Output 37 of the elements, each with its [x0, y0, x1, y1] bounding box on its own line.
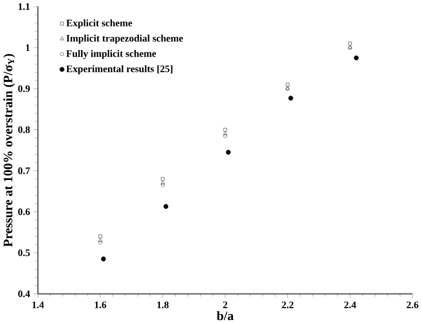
point — [98, 234, 102, 238]
point — [223, 131, 228, 135]
legend-label: Explicit scheme — [66, 19, 132, 28]
point — [226, 150, 231, 154]
point — [223, 134, 228, 138]
point — [160, 176, 165, 181]
x-tick-label: 1.4 — [32, 301, 44, 308]
x-axis-title: b/a — [216, 310, 234, 320]
y-tick-label: 0.9 — [18, 85, 30, 92]
y-tick-label: 1 — [26, 44, 30, 51]
x-tick-label: 2.6 — [406, 301, 418, 308]
y-tick-label: 0.7 — [18, 167, 30, 174]
point — [223, 128, 228, 132]
y-tick-label: 0.4 — [18, 290, 30, 297]
point — [98, 240, 102, 244]
point — [160, 180, 165, 184]
y-axis-title: Pressure at 100% overstrain (P/σ$_{Y}$) — [3, 54, 15, 247]
point — [348, 41, 352, 46]
x-tick-label: 1.8 — [157, 301, 169, 308]
legend-label: Implicit trapezodial scheme — [66, 34, 183, 44]
y-tick-label: 0.5 — [18, 249, 30, 256]
point — [354, 55, 359, 60]
x-tick-label: 1.6 — [94, 301, 106, 308]
point — [163, 204, 168, 209]
legend-label: Experimental results [25] — [66, 64, 172, 74]
y-tick-label: 0.8 — [18, 126, 30, 133]
x-tick-label: 2.4 — [344, 301, 356, 308]
x-tick-label: 2.2 — [282, 301, 294, 308]
x-tick-label: 2 — [223, 301, 228, 308]
point — [286, 82, 290, 86]
y-tick-label: 1.1 — [18, 3, 30, 10]
point — [288, 95, 294, 100]
point — [160, 182, 165, 187]
point — [101, 256, 106, 262]
y-tick-label: 0.6 — [18, 208, 30, 215]
legend-label: Fully implicit scheme — [66, 50, 156, 59]
point — [98, 238, 102, 242]
